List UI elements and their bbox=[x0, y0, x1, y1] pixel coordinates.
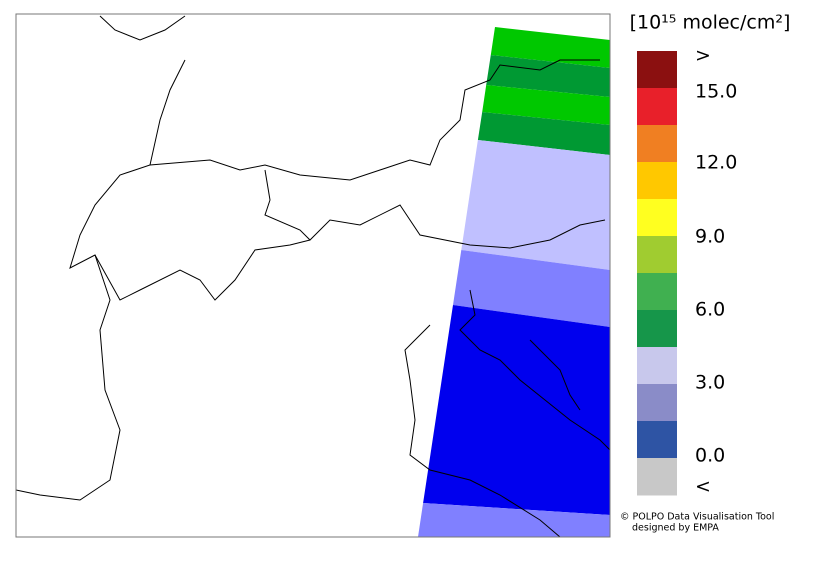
colorbar-segment bbox=[637, 421, 677, 459]
swath-band bbox=[453, 250, 610, 327]
colorbar-label: 15.0 bbox=[695, 81, 737, 103]
colorbar-label: 0.0 bbox=[695, 445, 725, 467]
colorbar-label: > bbox=[695, 45, 711, 67]
legend-title: [10¹⁵ molec/cm²] bbox=[630, 12, 791, 34]
border bbox=[99, 15, 186, 41]
colorbar-segment bbox=[637, 458, 677, 496]
border bbox=[149, 59, 600, 181]
colorbar-label: 9.0 bbox=[695, 226, 725, 248]
colorbar-segment bbox=[637, 125, 677, 163]
border bbox=[264, 169, 606, 249]
credit-line: designed by EMPA bbox=[632, 523, 719, 534]
coastline bbox=[404, 324, 561, 538]
colorbar-segment bbox=[637, 236, 677, 274]
colorbar-segment bbox=[637, 384, 677, 422]
colorbar-label: 12.0 bbox=[695, 152, 737, 174]
colorbar: >15.0 12.0 9.0 6.0 3.0 0.0 < bbox=[637, 45, 737, 498]
colorbar-segment bbox=[637, 347, 677, 385]
coastline bbox=[529, 339, 581, 411]
map-frame bbox=[15, 13, 611, 538]
borders bbox=[15, 15, 611, 538]
colorbar-label: 6.0 bbox=[695, 299, 725, 321]
swath-band bbox=[418, 503, 610, 537]
colorbar-label: < bbox=[695, 476, 711, 498]
swath bbox=[418, 27, 610, 537]
colorbar-segment bbox=[637, 51, 677, 89]
colorbar-label: 3.0 bbox=[695, 372, 725, 394]
swath-band bbox=[490, 27, 610, 68]
border bbox=[94, 239, 311, 301]
swath-band bbox=[477, 112, 610, 155]
colorbar-segment bbox=[637, 199, 677, 237]
colorbar-segment bbox=[637, 273, 677, 311]
coastline bbox=[459, 289, 611, 451]
swath-band bbox=[461, 140, 610, 270]
swath-band bbox=[423, 305, 610, 515]
swath-band bbox=[482, 85, 610, 125]
colorbar-segment bbox=[637, 310, 677, 348]
colorbar-segment bbox=[637, 88, 677, 126]
colorbar-segment bbox=[637, 162, 677, 200]
credit-line: © POLPO Data Visualisation Tool bbox=[620, 512, 774, 523]
swath-band bbox=[486, 55, 610, 97]
